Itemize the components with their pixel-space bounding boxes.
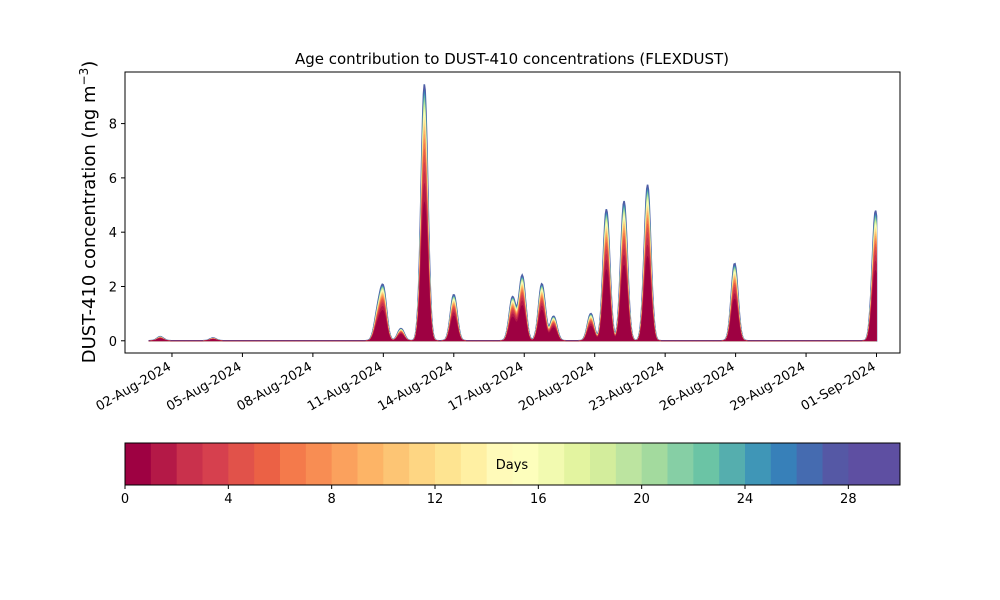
colorbar-bin-29 <box>874 443 901 485</box>
colorbar-bin-7 <box>305 443 333 485</box>
y-axis-label-close: ) <box>79 61 100 68</box>
colorbar-tick-label: 12 <box>427 492 444 507</box>
y-axis-ticks: 0 2 4 6 8 <box>109 118 125 350</box>
y-axis-label-superscript: −3 <box>77 68 91 86</box>
colorbar-bin-8 <box>331 443 358 485</box>
colorbar-bin-2 <box>176 443 203 485</box>
colorbar-bin-18 <box>590 443 617 485</box>
colorbar-bin-13 <box>460 443 488 485</box>
colorbar-bin-17 <box>564 443 591 485</box>
colorbar-bin-28 <box>848 443 875 485</box>
y-tick-label: 2 <box>109 280 117 295</box>
colorbar-tick-label: 8 <box>328 492 336 507</box>
colorbar-tick-label: 28 <box>840 492 857 507</box>
colorbar-bin-19 <box>615 443 643 485</box>
colorbar-bin-3 <box>202 443 229 485</box>
colorbar-bin-24 <box>745 443 772 485</box>
colorbar-bin-21 <box>667 443 694 485</box>
chart-title: Age contribution to DUST-410 concentrati… <box>295 50 729 68</box>
colorbar-tick-label: 16 <box>530 492 547 507</box>
colorbar-bin-12 <box>435 443 462 485</box>
colorbar-bin-11 <box>409 443 436 485</box>
y-tick-label: 4 <box>109 226 117 241</box>
colorbar-bin-10 <box>383 443 410 485</box>
colorbar-label: Days <box>496 458 529 473</box>
y-tick-label: 6 <box>109 172 117 187</box>
colorbar-bin-0 <box>125 443 152 485</box>
colorbar-frame <box>124 442 901 486</box>
colorbar-tick-label: 4 <box>224 492 232 507</box>
colorbar-bin-6 <box>280 443 307 485</box>
age-layer-0-1-days <box>148 201 877 342</box>
colorbar <box>125 443 901 485</box>
colorbar-tick-label: 20 <box>633 492 650 507</box>
y-axis-label: DUST-410 concentration (ng m−3) <box>77 61 100 364</box>
age-stack-areas <box>148 84 878 342</box>
colorbar-bin-23 <box>719 443 746 485</box>
colorbar-ticks: 0 4 8 12 16 20 24 28 <box>121 485 857 507</box>
colorbar-bin-20 <box>641 443 668 485</box>
plot-frame <box>124 71 901 354</box>
colorbar-bin-4 <box>228 443 255 485</box>
colorbar-bin-25 <box>770 443 798 485</box>
colorbar-bin-16 <box>538 443 565 485</box>
colorbar-bin-26 <box>796 443 823 485</box>
colorbar-bin-22 <box>693 443 720 485</box>
y-tick-label: 0 <box>109 335 117 350</box>
colorbar-tick-label: 0 <box>121 492 129 507</box>
colorbar-bin-5 <box>254 443 281 485</box>
y-axis-label-main: DUST-410 concentration (ng m <box>79 85 100 363</box>
colorbar-bin-15 <box>512 443 539 485</box>
colorbar-bin-9 <box>357 443 384 485</box>
y-tick-label: 8 <box>109 118 117 133</box>
colorbar-bin-27 <box>822 443 849 485</box>
colorbar-tick-label: 24 <box>737 492 754 507</box>
colorbar-bin-14 <box>486 443 513 485</box>
colorbar-bin-1 <box>150 443 178 485</box>
